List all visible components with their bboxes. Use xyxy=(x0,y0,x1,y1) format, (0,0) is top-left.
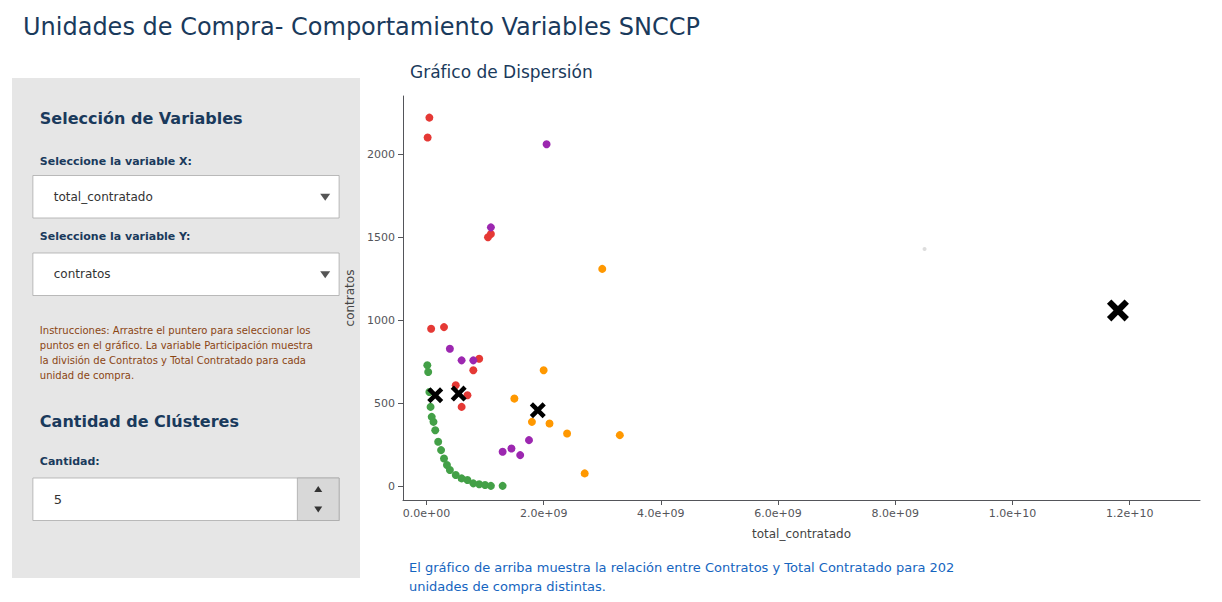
svg-text:El gráfico de arriba muestra l: El gráfico de arriba muestra la relación… xyxy=(409,560,954,575)
svg-text:Cantidad de Clústeres: Cantidad de Clústeres xyxy=(40,412,239,431)
svg-text:Instrucciones: Arrastre el pun: Instrucciones: Arrastre el puntero para … xyxy=(40,325,311,336)
svg-text:0.0e+00: 0.0e+00 xyxy=(403,507,450,520)
svg-text:Selección de Variables: Selección de Variables xyxy=(40,109,243,128)
svg-text:Unidades de Compra- Comportami: Unidades de Compra- Comportamiento Varia… xyxy=(23,13,700,41)
svg-text:6.0e+09: 6.0e+09 xyxy=(754,507,801,520)
svg-text:contratos: contratos xyxy=(54,267,111,281)
svg-text:5: 5 xyxy=(54,492,62,507)
svg-text:contratos: contratos xyxy=(343,270,357,327)
svg-text:500: 500 xyxy=(374,397,395,410)
svg-text:Seleccione la variable Y:: Seleccione la variable Y: xyxy=(40,230,191,243)
svg-text:1.2e+10: 1.2e+10 xyxy=(1106,507,1153,520)
svg-text:2000: 2000 xyxy=(367,148,395,161)
svg-text:1500: 1500 xyxy=(367,231,395,244)
svg-text:Cantidad:: Cantidad: xyxy=(40,455,100,468)
svg-text:2.0e+09: 2.0e+09 xyxy=(520,507,567,520)
svg-text:0: 0 xyxy=(388,480,395,493)
svg-text:la división de Contratos y Tot: la división de Contratos y Total Contrat… xyxy=(40,355,306,366)
svg-text:total_contratado: total_contratado xyxy=(752,527,851,541)
svg-text:total_contratado: total_contratado xyxy=(54,190,153,204)
svg-text:Seleccione la variable X:: Seleccione la variable X: xyxy=(40,155,192,168)
svg-text:1.0e+10: 1.0e+10 xyxy=(989,507,1036,520)
svg-text:Gráfico de Dispersión: Gráfico de Dispersión xyxy=(410,62,593,82)
svg-text:4.0e+09: 4.0e+09 xyxy=(637,507,684,520)
svg-text:puntos en el gráfico. La varia: puntos en el gráfico. La variable Partic… xyxy=(40,340,313,351)
svg-text:1000: 1000 xyxy=(367,314,395,327)
svg-text:unidad de compra.: unidad de compra. xyxy=(40,370,134,381)
svg-text:unidades de compra distintas.: unidades de compra distintas. xyxy=(409,579,606,594)
svg-text:8.0e+09: 8.0e+09 xyxy=(872,507,919,520)
